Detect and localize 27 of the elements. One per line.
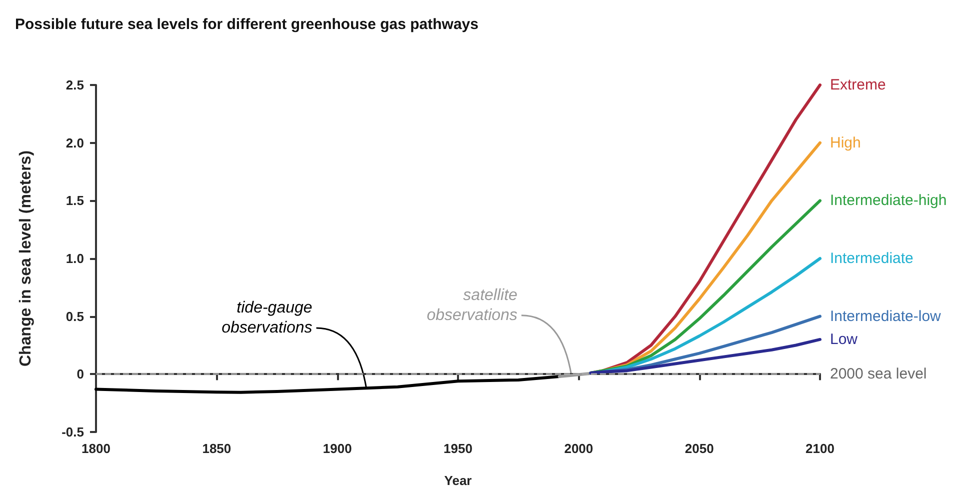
x-tick-label: 2050 [684,441,714,456]
y-tick-label: 2.5 [66,78,84,92]
y-tick-label: 1.0 [66,251,84,266]
series-label: Intermediate [830,250,914,267]
y-tick-label: -0.5 [62,424,84,440]
series-label: Extreme [830,76,886,94]
series-label: Low [830,330,858,348]
series-label: Intermediate-low [830,308,942,325]
x-axis-title: Year [444,473,472,488]
y-axis-title: Change in sea level (meters) [18,150,34,367]
y-tick-label: 0.5 [66,308,84,324]
y-tick-label: 2.0 [66,135,84,150]
line-series [589,338,822,375]
x-tick-label: 1800 [82,441,110,456]
ref-line-label: 2000 sea level [830,366,927,383]
annotation: satellite observations [426,286,518,324]
x-tick-label: 1900 [322,441,352,456]
x-tick-label: 1850 [202,441,232,456]
annotation: tide-gauge observations [222,300,312,337]
y-tick-label: 1.5 [66,193,84,208]
x-tick-label: 2000 [564,441,594,456]
series-label: High [830,134,861,152]
chart-title: Possible future sea levels for different greenhouse gas pathways [15,16,478,33]
x-tick-label: 1950 [444,441,472,456]
x-tick-label: 2100 [806,441,834,456]
y-tick-label: 0 [76,366,84,382]
series-label: Intermediate-high [830,192,947,210]
